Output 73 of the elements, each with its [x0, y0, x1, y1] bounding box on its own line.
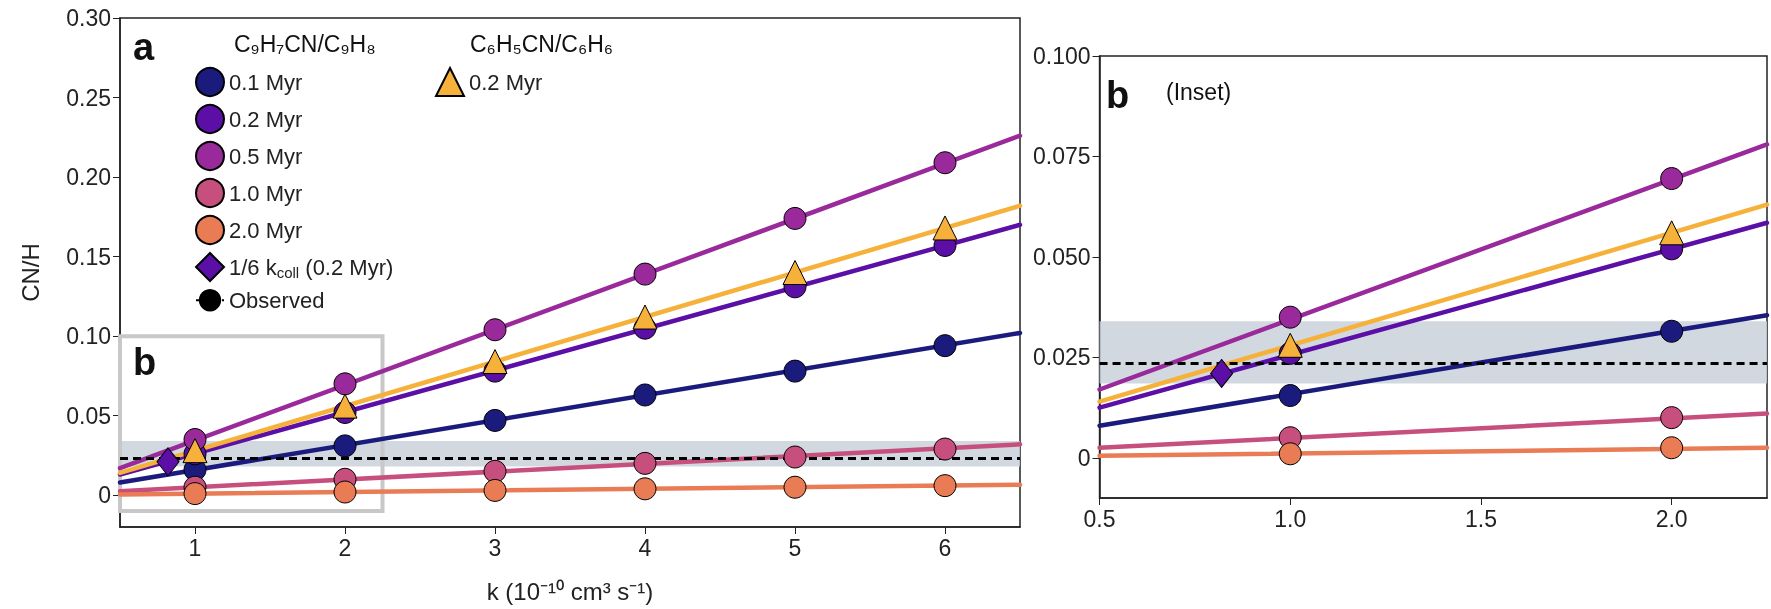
y-tick-label: 0.10 [66, 323, 111, 350]
point [333, 480, 357, 504]
point [333, 372, 357, 396]
point [633, 477, 657, 501]
annotation: C₆H₅CN/C₆H₆ [470, 30, 614, 57]
point [483, 408, 507, 432]
legend-label: 2.0 Myr [229, 217, 303, 243]
point [1278, 384, 1302, 408]
y-tick-label: 0.20 [66, 164, 111, 191]
x-tick-label: 1.0 [1274, 505, 1307, 532]
y-axis-title: CN/H [16, 243, 44, 302]
x-tick-label: 2 [338, 534, 352, 561]
x-axis-title: k (10⁻¹⁰ cm³ s⁻¹) [486, 577, 654, 605]
point [933, 151, 957, 175]
x-tick-label: 1 [188, 534, 202, 561]
annotation: b [1106, 74, 1130, 116]
x-tick-label: 0.5 [1083, 505, 1116, 532]
legend-label: Observed [229, 287, 325, 313]
legend-label: 0.5 Myr [229, 143, 303, 169]
point [1660, 167, 1684, 191]
y-tick-label: 0.075 [1032, 143, 1091, 170]
point [1659, 220, 1685, 246]
y-tick-label: 0.100 [1032, 43, 1091, 69]
x-tick-label: 5 [788, 534, 802, 561]
point [483, 478, 507, 502]
point [933, 474, 957, 498]
point [1210, 358, 1234, 388]
point [633, 383, 657, 407]
y-tick-label: 0.05 [66, 402, 111, 429]
point [1660, 406, 1684, 430]
point [782, 260, 808, 285]
annotation: C₉H₇CN/C₉H₈ [234, 30, 376, 57]
legend-label: 0.2 Myr [229, 106, 303, 132]
legend-label: 0.1 Myr [229, 69, 303, 95]
y-tick-label: 0.30 [66, 5, 111, 31]
point [332, 393, 358, 419]
y-tick-label: 0.025 [1032, 344, 1091, 371]
point [783, 475, 807, 499]
y-tick-label: 0.050 [1032, 243, 1091, 270]
point [633, 451, 657, 475]
point [783, 206, 807, 230]
point [1660, 319, 1684, 343]
point [1278, 305, 1302, 329]
annotation: a [133, 26, 155, 68]
legend-label: 1.0 Myr [229, 180, 303, 206]
y-tick-label: 0 [1077, 444, 1091, 471]
point [632, 304, 658, 330]
x-tick-label: 2.0 [1655, 505, 1688, 532]
point [482, 349, 508, 375]
x-tick-label: 3 [488, 534, 502, 561]
x-tick-label: 1.5 [1464, 505, 1497, 532]
point [156, 447, 180, 477]
point [783, 359, 807, 383]
point [932, 215, 958, 241]
annotation: b [133, 341, 157, 383]
point [1278, 442, 1302, 466]
x-tick-label: 4 [638, 534, 652, 561]
point [933, 437, 957, 461]
y-tick-label: 0.15 [66, 243, 111, 270]
x-tick-label: 6 [938, 534, 952, 561]
point [483, 318, 507, 342]
point [933, 334, 957, 358]
point [1660, 436, 1684, 460]
point [183, 482, 207, 506]
annotation: (Inset) [1166, 78, 1232, 105]
point [783, 445, 807, 469]
point [633, 262, 657, 286]
point [333, 434, 357, 458]
y-tick-label: 0 [98, 482, 111, 509]
y-tick-label: 0.25 [66, 84, 111, 111]
legend-label: 0.2 Myr [469, 69, 543, 95]
point [483, 459, 507, 483]
point [1277, 332, 1303, 358]
